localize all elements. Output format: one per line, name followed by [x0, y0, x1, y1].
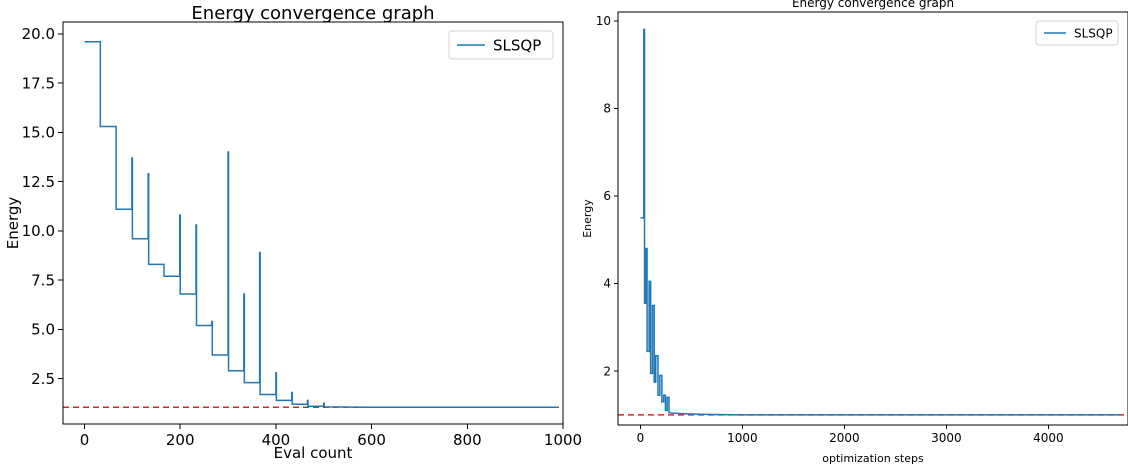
series-line-0 [640, 28, 1120, 416]
y-tick-label: 7.5 [31, 271, 55, 289]
y-tick-label: 15.0 [22, 124, 55, 142]
x-tick-label: 0 [637, 431, 645, 445]
y-tick-label: 2.5 [31, 370, 55, 388]
y-tick-label: 20.0 [22, 25, 55, 43]
y-tick-label: 2 [603, 364, 611, 378]
legend: SLSQP [1035, 20, 1119, 46]
y-tick-label: 6 [603, 189, 611, 203]
x-tick-label: 3000 [931, 431, 962, 445]
legend-label: SLSQP [1074, 26, 1113, 40]
chart-title: Energy convergence graph [191, 3, 434, 24]
x-tick-label: 800 [453, 431, 482, 449]
legend: SLSQP [448, 30, 554, 60]
y-tick-label: 12.5 [22, 173, 55, 191]
series-line-0 [84, 40, 559, 408]
x-tick-label: 200 [166, 431, 195, 449]
plot-frame [617, 11, 1128, 426]
x-tick-label: 1000 [544, 431, 582, 449]
y-tick-label: 10.0 [22, 222, 55, 240]
energy-chart-eval-count: 0 200 400 600 800 1000 2.5 5.0 7.5 10.0 12.5 15.0 17… [4, 3, 582, 462]
y-tick-label: 4 [603, 277, 611, 291]
x-tick-label: 400 [262, 431, 291, 449]
y-axis-label: Energy [4, 197, 22, 250]
x-tick-label: 4000 [1033, 431, 1064, 445]
x-tick-label: 1000 [727, 431, 758, 445]
y-tick-label: 8 [603, 102, 611, 116]
x-tick-label: 2000 [829, 431, 860, 445]
y-tick-label: 10 [596, 14, 611, 28]
x-tick-label: 0 [80, 431, 90, 449]
legend-box [1035, 20, 1119, 46]
y-axis-label: Energy [581, 199, 594, 238]
x-axis-label: Eval count [274, 444, 353, 462]
legend-label: SLSQP [493, 36, 541, 54]
energy-chart-optimization-steps: 0 1000 2000 3000 4000 2 4 6 8 10 Energy convergenc… [581, 0, 1128, 465]
plot-frame [62, 21, 564, 425]
y-tick-label: 17.5 [22, 74, 55, 92]
legend-box [448, 30, 554, 60]
chart-title: Energy convergence graph [792, 0, 954, 10]
x-axis-label: optimization steps [822, 452, 924, 465]
x-tick-label: 600 [357, 431, 386, 449]
y-tick-label: 5.0 [31, 321, 55, 339]
